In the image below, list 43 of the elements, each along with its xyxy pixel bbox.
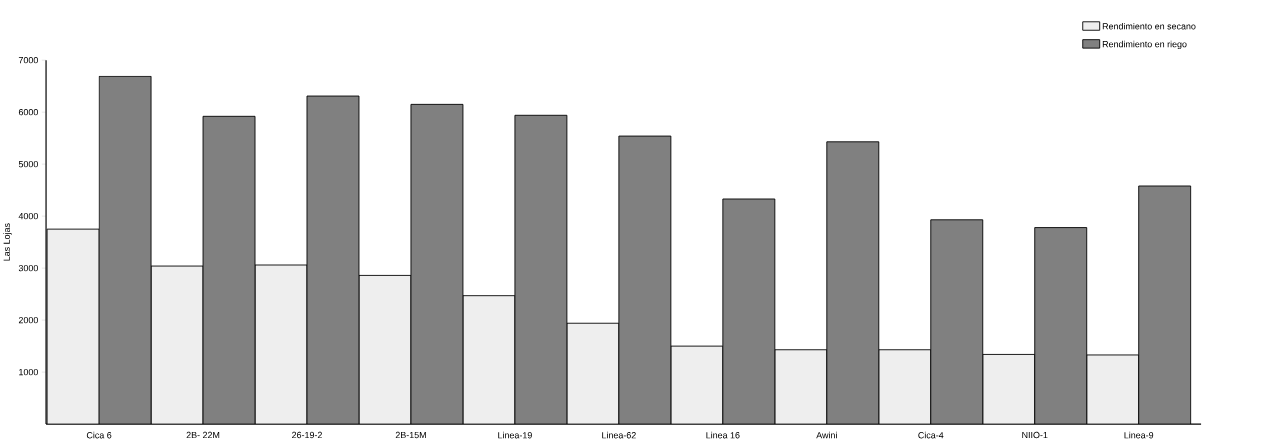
- y-axis-title: Las Lojas: [3, 223, 12, 261]
- bar: [982, 354, 1035, 425]
- bar: [566, 323, 619, 425]
- x-tick-label: 26-19-2: [292, 431, 322, 439]
- legend-label: Rendimiento en riego: [1102, 40, 1187, 50]
- bar: [826, 141, 879, 425]
- legend-label: Rendimiento en secano: [1102, 22, 1196, 30]
- bar: [99, 76, 152, 425]
- x-tick-label: 2B-15M: [395, 431, 426, 439]
- x-tick-label: Cica-4: [918, 431, 944, 439]
- bar: [1034, 227, 1087, 425]
- x-tick-label: Linea 16: [706, 431, 740, 439]
- bar: [255, 264, 307, 425]
- bar: [670, 346, 723, 425]
- y-tick-label: 3000: [18, 264, 38, 272]
- x-tick-label: 2B- 22M: [186, 431, 220, 439]
- y-tick-label: 2000: [18, 316, 38, 324]
- y-tick-label: 6000: [18, 108, 38, 116]
- bar: [1086, 354, 1140, 425]
- bar: [307, 96, 359, 425]
- bar: [151, 266, 204, 425]
- bar: [203, 116, 256, 425]
- x-tick-label: Linea-62: [602, 431, 636, 439]
- bar: [514, 115, 567, 425]
- bar: [358, 275, 411, 425]
- y-tick-label: 1000: [19, 368, 38, 376]
- x-tick-label: Cica 6: [86, 431, 112, 439]
- bar: [930, 219, 983, 425]
- bar: [410, 104, 463, 425]
- x-tick-label: NIIO-1: [1022, 431, 1048, 439]
- bar: [1138, 185, 1192, 425]
- y-tick-label: 4000: [18, 212, 38, 220]
- bar: [618, 136, 671, 425]
- bar: [47, 229, 100, 425]
- bar: [774, 349, 827, 425]
- x-tick-label: Linea-19: [498, 431, 532, 439]
- x-tick-label: Linea-9: [1124, 431, 1154, 439]
- bar: [878, 349, 931, 425]
- x-tick-label: Awini: [816, 431, 837, 439]
- y-tick-label: 7000: [18, 56, 38, 64]
- bar: [722, 198, 775, 425]
- y-tick-label: 5000: [18, 160, 38, 168]
- bar: [462, 295, 515, 425]
